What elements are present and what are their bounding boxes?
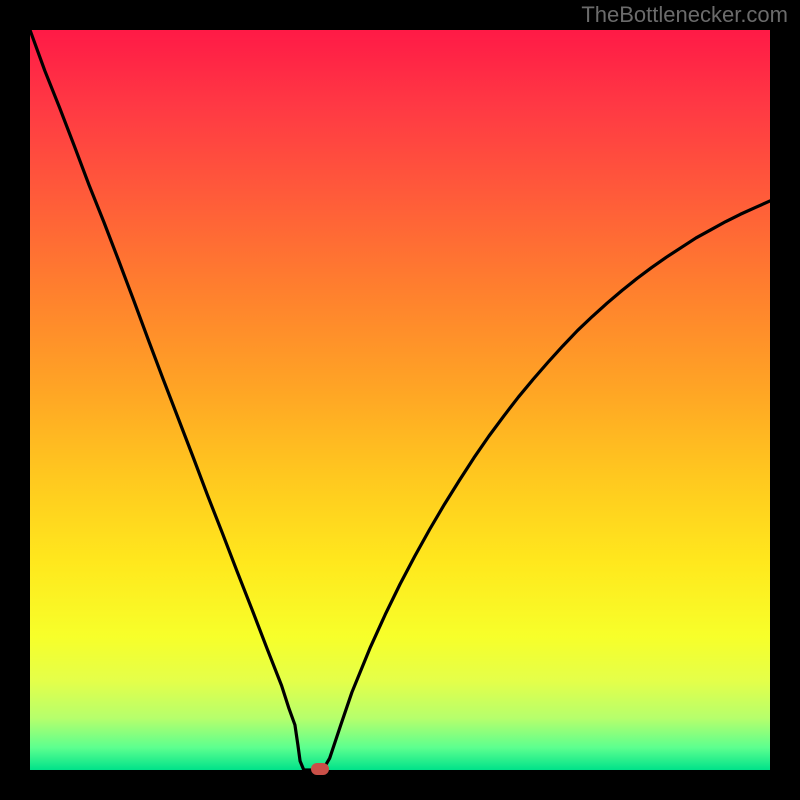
chart-container: TheBottlenecker.com	[0, 0, 800, 800]
watermark-text: TheBottlenecker.com	[581, 2, 788, 28]
minimum-marker	[311, 763, 329, 775]
plot-area	[30, 30, 770, 770]
